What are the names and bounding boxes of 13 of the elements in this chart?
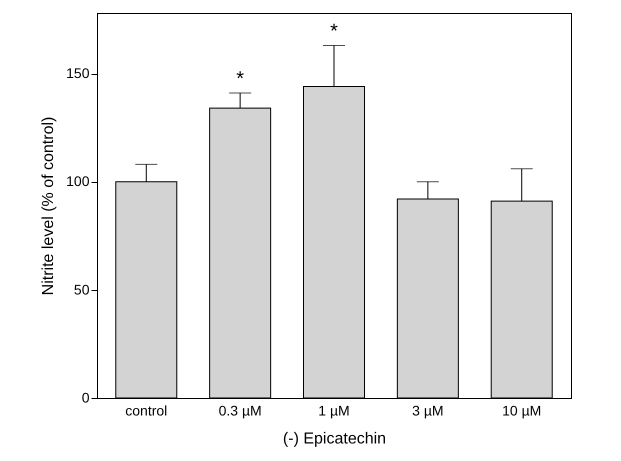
x-tick-label: control (125, 402, 168, 418)
y-tick-label: 50 (74, 281, 90, 298)
data-label: * (330, 20, 338, 42)
x-tick-label: 10 µM (502, 402, 542, 418)
y-axis-title: Nitrite level (% of control) (40, 116, 58, 296)
y-tick-label: 150 (66, 65, 90, 82)
x-tick-label: 1 µM (318, 402, 350, 418)
y-tick-label: 100 (66, 173, 90, 190)
y-tick-label: 0 (82, 390, 90, 406)
x-axis-title: (-) Epicatechin (282, 430, 386, 448)
x-tick-label: 3 µM (412, 402, 444, 418)
x-tick-label: 0.3 µM (218, 402, 262, 418)
data-label: * (236, 68, 244, 90)
